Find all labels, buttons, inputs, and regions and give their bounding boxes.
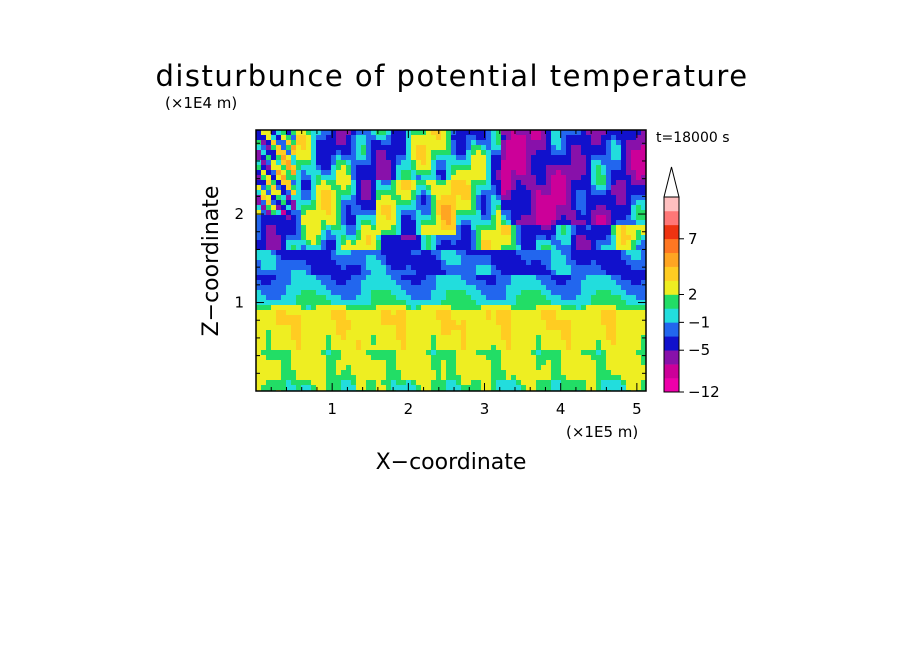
field-plot <box>256 130 646 391</box>
y-tick-label: 2 <box>234 205 244 223</box>
colorbar-swatch <box>664 252 679 267</box>
x-units-label: (×1E5 m) <box>566 423 638 441</box>
colorbar-swatch <box>664 308 679 323</box>
colorbar-label: −1 <box>688 313 710 331</box>
colorbar-swatch <box>664 280 679 295</box>
colorbar-swatch <box>664 350 679 365</box>
colorbar-swatch <box>664 378 679 393</box>
colorbar-swatch <box>664 197 679 212</box>
x-tick-label: 2 <box>404 400 414 418</box>
x-axis: 1 2 3 4 5 <box>270 130 642 418</box>
colorbar-swatch <box>664 210 679 226</box>
colorbar-label: 7 <box>688 230 698 248</box>
colorbar-arrow <box>663 166 680 198</box>
colorbar-swatch <box>664 266 679 281</box>
time-label: t=18000 s <box>656 130 730 146</box>
colorbar-swatch <box>664 322 679 337</box>
chart-title: disturbunce of potential temperature <box>155 59 748 93</box>
colorbar-swatch <box>664 364 679 379</box>
colorbar-swatch <box>664 238 679 254</box>
y-tick-label: 1 <box>234 294 244 312</box>
y-axis: 12 <box>234 142 646 374</box>
x-tick-label: 3 <box>480 400 490 418</box>
x-axis-label: X−coordinate <box>376 450 527 475</box>
colorbar-swatch <box>664 336 679 351</box>
colorbar: −12−5−127 <box>663 166 720 401</box>
x-tick-label: 1 <box>327 400 337 418</box>
colorbar-swatch <box>664 294 679 309</box>
x-tick-label: 4 <box>556 400 566 418</box>
y-units-label: (×1E4 m) <box>165 94 237 112</box>
y-axis-label: Z−coordinate <box>199 186 224 337</box>
colorbar-label: −5 <box>688 341 710 359</box>
plot-frame <box>255 129 647 392</box>
colorbar-label: −12 <box>688 383 720 401</box>
colorbar-swatch <box>664 224 679 240</box>
x-tick-label: 5 <box>632 400 642 418</box>
colorbar-label: 2 <box>688 286 698 304</box>
